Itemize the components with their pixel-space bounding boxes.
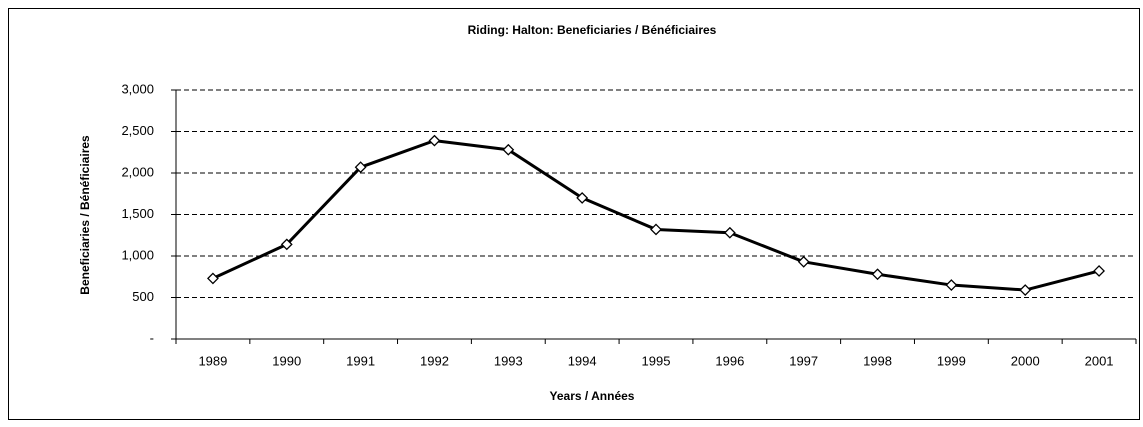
x-tick-label: 2000 bbox=[1011, 353, 1040, 368]
marker bbox=[354, 161, 367, 174]
x-tick-label: 1989 bbox=[198, 353, 227, 368]
marker bbox=[1093, 265, 1105, 277]
y-axis-label: Beneficiaries / Bénéficiaires bbox=[78, 135, 92, 295]
marker bbox=[797, 255, 810, 268]
x-tick-label: 1990 bbox=[272, 353, 301, 368]
y-tick-label: 1,500 bbox=[121, 206, 154, 221]
marker bbox=[945, 279, 958, 291]
y-tick-label: 2,500 bbox=[121, 123, 154, 138]
marker bbox=[576, 191, 589, 204]
x-tick-label: 1994 bbox=[568, 353, 597, 368]
marker bbox=[207, 272, 219, 285]
y-tick-label: 3,000 bbox=[121, 81, 154, 96]
marker bbox=[650, 223, 662, 236]
x-tick-label: 1999 bbox=[937, 353, 966, 368]
y-tick-label: 1,000 bbox=[121, 247, 154, 262]
y-tick-label: 500 bbox=[132, 289, 154, 304]
marker bbox=[871, 268, 884, 281]
y-tick-label: 2,000 bbox=[121, 164, 154, 179]
chart-title: Riding: Halton: Beneficiaries / Bénéfici… bbox=[468, 23, 717, 37]
x-tick-label: 1993 bbox=[494, 353, 523, 368]
marker bbox=[723, 226, 736, 239]
x-tick-label: 1997 bbox=[789, 353, 818, 368]
x-tick-label: 1995 bbox=[642, 353, 671, 368]
x-tick-label: 2001 bbox=[1085, 353, 1114, 368]
x-tick-label: 1992 bbox=[420, 353, 449, 368]
marker bbox=[502, 143, 515, 156]
x-axis-label: Years / Années bbox=[550, 389, 635, 403]
marker bbox=[1019, 284, 1032, 296]
x-tick-label: 1996 bbox=[715, 353, 744, 368]
x-tick-label: 1991 bbox=[346, 353, 375, 368]
y-tick-label: - bbox=[150, 330, 154, 345]
x-tick-label: 1998 bbox=[863, 353, 892, 368]
marker bbox=[280, 238, 293, 251]
marker bbox=[428, 134, 441, 147]
